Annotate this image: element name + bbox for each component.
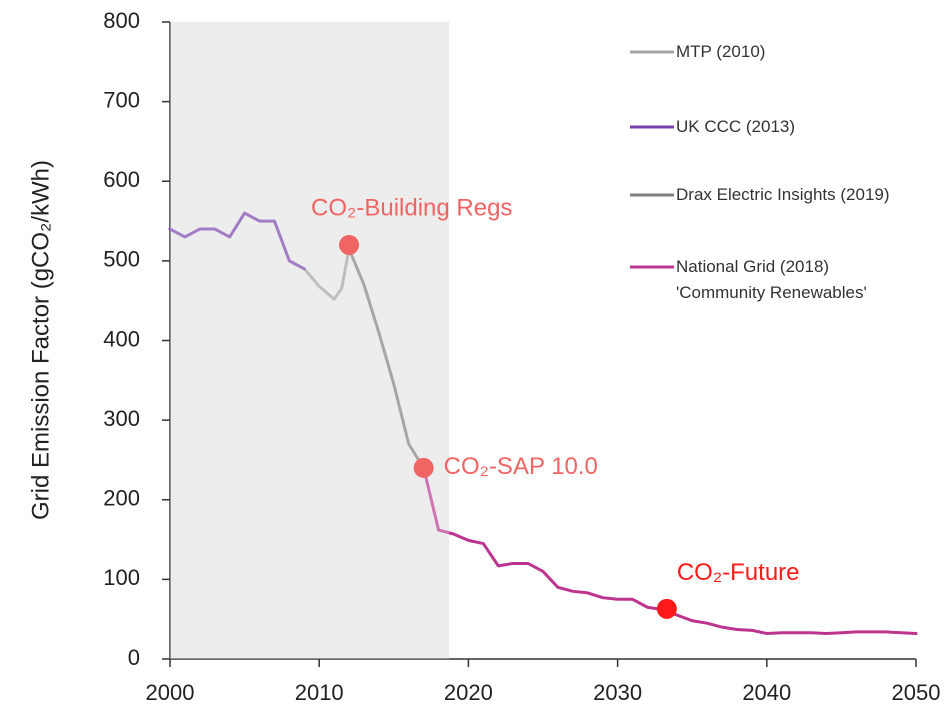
shaded-region <box>170 22 450 659</box>
series-line <box>347 247 426 470</box>
shaded-overlay <box>170 22 450 659</box>
y-tick-label: 300 <box>103 406 140 431</box>
annotation-label: CO₂-SAP 10.0 <box>444 453 598 480</box>
y-tick-label: 600 <box>103 167 140 192</box>
legend-label: National Grid (2018) 'Community Renewabl… <box>676 257 867 302</box>
x-tick-label: 2000 <box>146 680 195 705</box>
annotation-point <box>413 457 434 478</box>
series-line <box>168 211 306 271</box>
annotation-point <box>656 598 677 619</box>
y-axis-label: Grid Emission Factor (gCO₂/kWh) <box>27 160 54 520</box>
y-tick-label: 0 <box>128 645 140 670</box>
y-tick-label: 700 <box>103 87 140 112</box>
x-tick-label: 2020 <box>444 680 493 705</box>
annotation-label: CO₂-Future <box>677 559 800 586</box>
legend-label: MTP (2010) <box>676 42 766 61</box>
x-tick-label: 2030 <box>593 680 642 705</box>
x-tick-label: 2050 <box>892 680 941 705</box>
legend-label: UK CCC (2013) <box>676 117 796 136</box>
y-tick-label: 400 <box>103 326 140 351</box>
x-tick-label: 2010 <box>295 680 344 705</box>
series-line <box>302 247 351 301</box>
y-tick-label: 800 <box>103 8 140 33</box>
y-tick-label: 100 <box>103 565 140 590</box>
annotation-point <box>339 234 360 255</box>
y-tick-label: 500 <box>103 247 140 272</box>
annotation-label: CO₂-Building Regs <box>311 194 512 221</box>
y-tick-label: 200 <box>103 486 140 511</box>
legend-label: Drax Electric Insights (2019) <box>676 185 890 204</box>
x-tick-label: 2040 <box>742 680 791 705</box>
